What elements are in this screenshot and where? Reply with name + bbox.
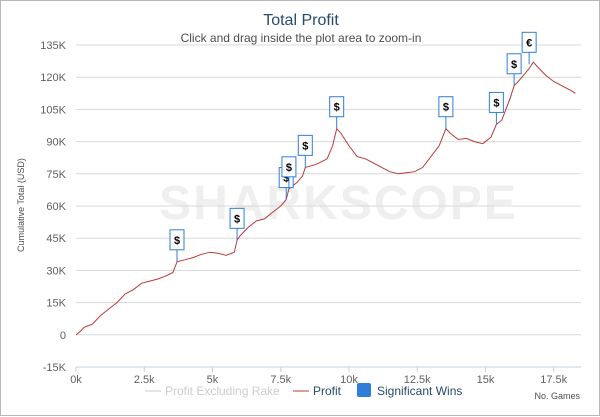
legend-label: Profit Excluding Rake: [165, 384, 280, 398]
flag-label: $: [174, 235, 180, 247]
significant-win-flag[interactable]: $: [506, 53, 522, 86]
significant-win-flag[interactable]: $: [229, 207, 245, 241]
significant-win-flag[interactable]: $: [169, 229, 185, 262]
chart-legend: Profit Excluding Rake Profit Significant W…: [145, 383, 462, 398]
flag-box: [169, 229, 185, 251]
significant-win-flag[interactable]: €: [521, 31, 537, 65]
x-tick-label: 5k: [207, 374, 219, 386]
flag-box: [488, 91, 504, 113]
x-tick-label: 7.5k: [270, 374, 291, 386]
significant-win-flag[interactable]: $: [297, 134, 313, 168]
flag-label: $: [234, 213, 240, 225]
significant-win-flag[interactable]: $: [488, 91, 504, 125]
y-axis-title: Cumulative Total (USD): [16, 158, 26, 252]
flag-label: $: [283, 173, 289, 185]
flag-box: [229, 207, 245, 229]
x-axis-title: No. Games: [534, 391, 580, 401]
flag-label: $: [443, 102, 449, 114]
x-tick-label: 17.5k: [540, 374, 567, 386]
legend-item[interactable]: Significant Wins: [357, 383, 462, 398]
y-tick-label: 135K: [40, 40, 66, 52]
flag-label: $: [334, 102, 340, 114]
y-axis-ticks: -15K 0 15K 30K 45K 60K 75K 90K 105K 120K 135K: [40, 40, 66, 374]
y-tick-label: 75K: [46, 169, 66, 181]
legend-item[interactable]: Profit Excluding Rake: [145, 384, 280, 398]
flag-label: €: [526, 37, 532, 49]
flag-label: $: [493, 97, 499, 109]
significant-win-flag[interactable]: $: [438, 96, 454, 129]
flag-label: $: [286, 162, 292, 174]
x-tick-label: 15k: [477, 374, 495, 386]
flag-box: [281, 156, 297, 178]
flag-box: [521, 31, 537, 53]
x-tick-label: 2.5k: [134, 374, 155, 386]
flag-box: [297, 134, 313, 156]
y-tick-label: 120K: [40, 72, 66, 84]
x-tick-label: 10k: [340, 374, 358, 386]
flag-box: [506, 53, 522, 75]
y-tick-label: 0: [60, 330, 66, 342]
y-tick-label: 60K: [46, 201, 66, 213]
x-tick-label: 12.5k: [404, 374, 431, 386]
x-axis-ticks: 0k 2.5k 5k 7.5k 10k 12.5k 15k 17.5k: [70, 366, 581, 386]
legend-item[interactable]: Profit: [293, 384, 342, 398]
y-tick-label: 90K: [46, 137, 66, 149]
flag-box: [329, 96, 345, 118]
significant-win-flag[interactable]: $: [281, 156, 297, 189]
y-tick-label: -15K: [43, 362, 67, 374]
x-tick-label: 0k: [70, 374, 82, 386]
significant-win-flag[interactable]: $: [329, 96, 345, 129]
y-tick-label: 15K: [46, 298, 66, 310]
legend-label: Significant Wins: [377, 384, 462, 398]
legend-square-marker: [357, 383, 371, 397]
plot-area[interactable]: [75, 61, 576, 336]
y-tick-label: 105K: [40, 104, 66, 116]
sharkscope-watermark: SHARKSCOPE: [159, 177, 518, 230]
flag-box: [438, 96, 454, 118]
chart-title: Total Profit: [263, 12, 339, 29]
flag-label: $: [302, 140, 308, 152]
flag-label: $: [511, 59, 517, 71]
grid-lines: [76, 44, 581, 368]
significant-wins-flags[interactable]: $$$$$$ $ $$€: [169, 31, 537, 262]
profit-series-line[interactable]: [75, 61, 576, 336]
chart-subtitle: Click and drag inside the plot area to z…: [181, 31, 422, 45]
y-tick-label: 30K: [46, 265, 66, 277]
legend-label: Profit: [313, 384, 342, 398]
y-tick-label: 45K: [46, 233, 66, 245]
